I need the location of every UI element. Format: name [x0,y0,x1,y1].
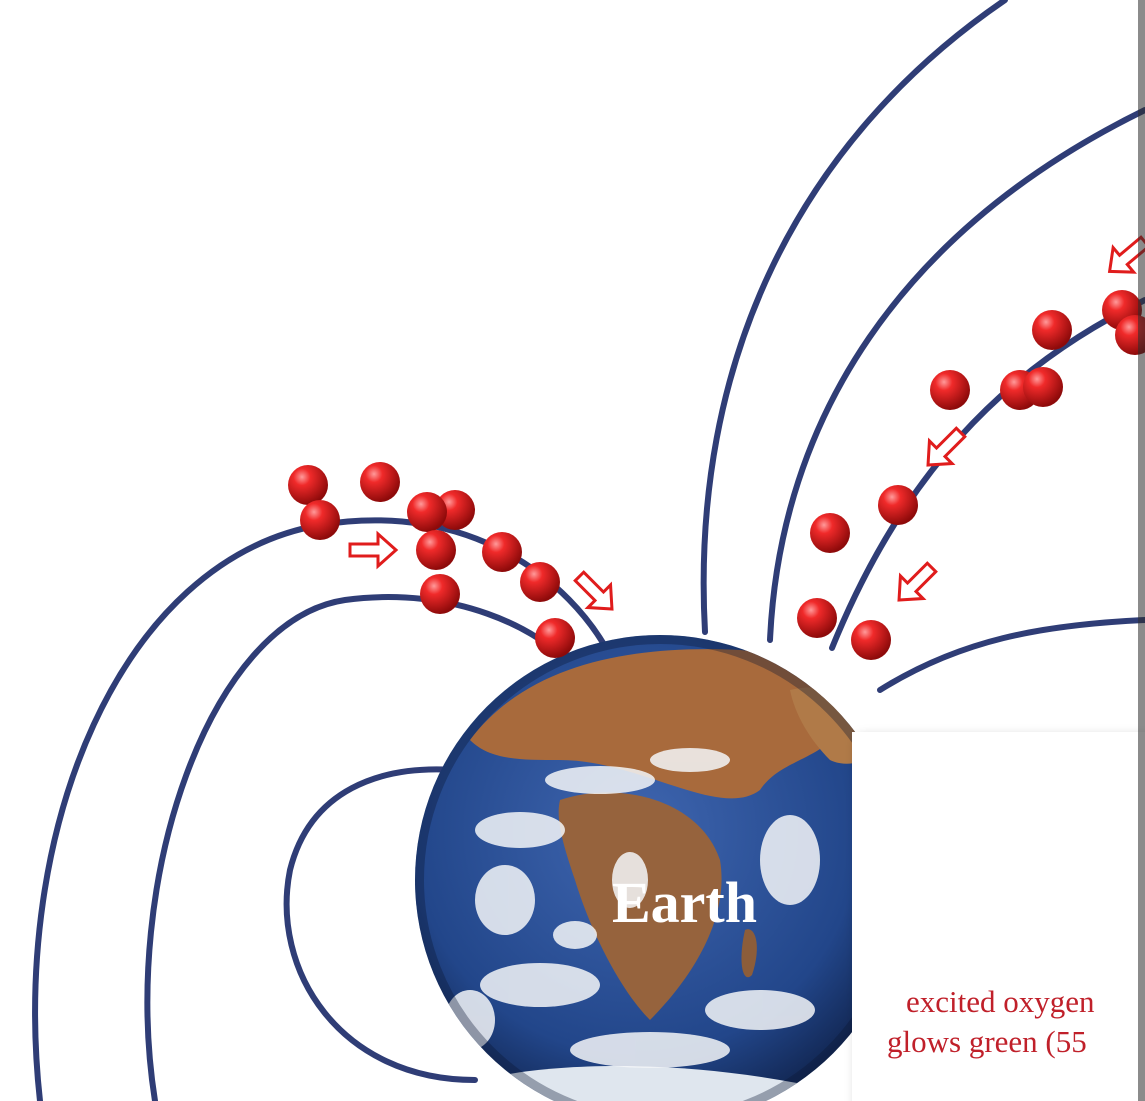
particle [360,462,400,502]
field-line-right-1 [704,0,1005,632]
particle [878,485,918,525]
caption-line-2: glows green (55 [887,1024,1087,1059]
particle [1023,367,1063,407]
particle [930,370,970,410]
particle [520,562,560,602]
particle [1032,310,1072,350]
arrows [350,230,1145,621]
particle [407,492,447,532]
particle [416,530,456,570]
particle [482,532,522,572]
particle [288,465,328,505]
particle [810,513,850,553]
particle [535,618,575,658]
particle [420,574,460,614]
particle [300,500,340,540]
earth-label: Earth [612,870,757,935]
hollow-arrow-icon [350,534,396,566]
field-line-right-4 [880,620,1145,690]
hollow-arrow-icon [568,565,623,620]
caption-panel: excited oxygen glows green (55 [852,0,1145,1101]
hollow-arrow-icon [888,556,943,611]
earth-globe-icon [415,635,905,1101]
caption-line-1: excited oxygen [906,984,1095,1019]
particles [288,290,1145,660]
particle [797,598,837,638]
field-line-right-3 [832,300,1145,648]
particle [851,620,891,660]
